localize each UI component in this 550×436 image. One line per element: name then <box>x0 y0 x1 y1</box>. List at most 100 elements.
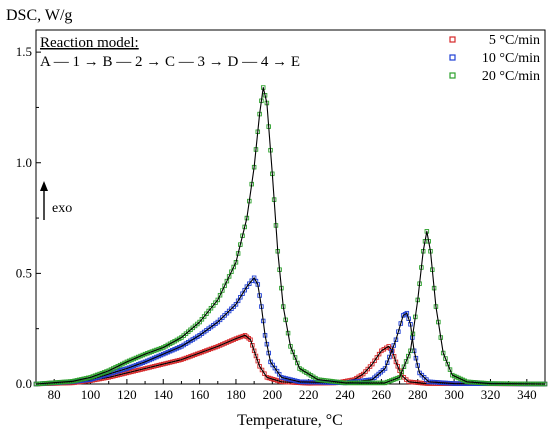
data-point <box>170 348 175 353</box>
y-tick-label: 1.5 <box>16 44 32 59</box>
data-point <box>183 355 189 361</box>
data-point <box>217 343 223 348</box>
data-point <box>115 364 121 369</box>
data-point <box>149 349 155 354</box>
data-point <box>389 349 394 354</box>
data-point <box>292 355 298 360</box>
data-point <box>138 361 143 366</box>
x-tick-label: 100 <box>81 387 101 402</box>
y-tick-label: 0.0 <box>16 376 32 391</box>
reaction-model-scheme: A — 1 → B — 2 → C — 3 → D — 4 → E <box>40 54 300 70</box>
data-point <box>174 337 180 343</box>
data-point <box>376 351 382 357</box>
x-tick-label: 240 <box>335 387 355 402</box>
data-point <box>147 350 152 355</box>
x-tick-label: 300 <box>444 387 464 402</box>
data-point <box>363 369 368 374</box>
legend-label: 5 °C/min <box>489 33 540 48</box>
data-point <box>393 359 399 365</box>
data-point <box>360 371 366 377</box>
data-point <box>108 367 114 372</box>
data-point <box>174 346 180 351</box>
data-point <box>251 348 257 354</box>
data-point <box>124 359 130 365</box>
data-point <box>167 341 173 347</box>
data-point <box>101 370 107 375</box>
y-axis-title: DSC, W/g <box>6 7 72 24</box>
data-point <box>213 344 218 350</box>
data-point <box>210 303 216 308</box>
y-axis: 0.0 0.5 1.0 1.5 <box>16 44 41 391</box>
legend-label: 20 °C/min <box>482 69 540 84</box>
data-point <box>145 351 150 356</box>
data-point <box>262 371 267 376</box>
data-point <box>133 355 139 361</box>
series-1-fit-line <box>35 334 546 385</box>
data-point <box>374 355 380 360</box>
data-point <box>406 353 411 359</box>
data-point <box>163 343 168 349</box>
data-point <box>201 349 207 354</box>
data-point <box>192 352 198 357</box>
x-axis-title: Temperature, °C <box>237 412 343 429</box>
series-3-markers <box>33 85 548 387</box>
data-point <box>147 357 152 363</box>
data-point <box>181 356 186 362</box>
data-point <box>391 343 397 348</box>
x-tick-label: 120 <box>117 387 137 402</box>
data-point <box>387 354 392 360</box>
data-point <box>365 366 371 372</box>
data-point <box>133 362 139 368</box>
data-point <box>163 350 168 356</box>
data-point <box>165 342 171 348</box>
data-point <box>406 316 411 321</box>
data-point <box>104 369 109 374</box>
data-point <box>136 354 141 360</box>
data-point <box>367 364 373 369</box>
data-point <box>158 352 164 358</box>
data-point <box>167 348 173 354</box>
data-point <box>120 361 125 367</box>
data-point <box>158 346 164 351</box>
data-point <box>404 310 410 316</box>
data-point <box>190 353 196 358</box>
data-point <box>445 361 450 367</box>
data-point <box>210 345 216 351</box>
data-point <box>131 363 136 369</box>
data-point <box>231 337 236 342</box>
data-point <box>176 345 182 350</box>
x-tick-label: 260 <box>372 387 392 402</box>
exo-label: exo <box>52 201 72 216</box>
data-point <box>255 358 261 364</box>
data-point <box>92 373 98 378</box>
data-point <box>253 353 259 359</box>
data-point <box>142 351 148 357</box>
x-tick-label: 340 <box>517 387 537 402</box>
data-point <box>206 308 211 314</box>
data-point <box>382 366 388 371</box>
legend-marker <box>449 54 456 61</box>
data-point <box>140 360 146 365</box>
data-point <box>160 345 166 350</box>
data-point <box>259 367 265 373</box>
data-point <box>233 336 239 341</box>
data-point <box>215 344 221 349</box>
data-point <box>224 278 230 284</box>
data-point <box>176 336 182 342</box>
data-point <box>185 354 191 360</box>
data-point <box>160 351 166 357</box>
data-point <box>235 335 241 341</box>
series-3-fit-line <box>35 86 546 385</box>
data-point <box>154 347 159 353</box>
data-point <box>204 348 209 353</box>
data-point <box>129 364 134 370</box>
data-point <box>240 333 246 339</box>
data-point <box>229 338 234 343</box>
data-point <box>215 297 221 303</box>
data-point <box>172 347 177 352</box>
data-point <box>250 343 255 348</box>
data-point <box>151 355 157 361</box>
x-tick-label: 160 <box>190 387 210 402</box>
data-point <box>372 358 377 364</box>
data-point <box>136 362 141 367</box>
